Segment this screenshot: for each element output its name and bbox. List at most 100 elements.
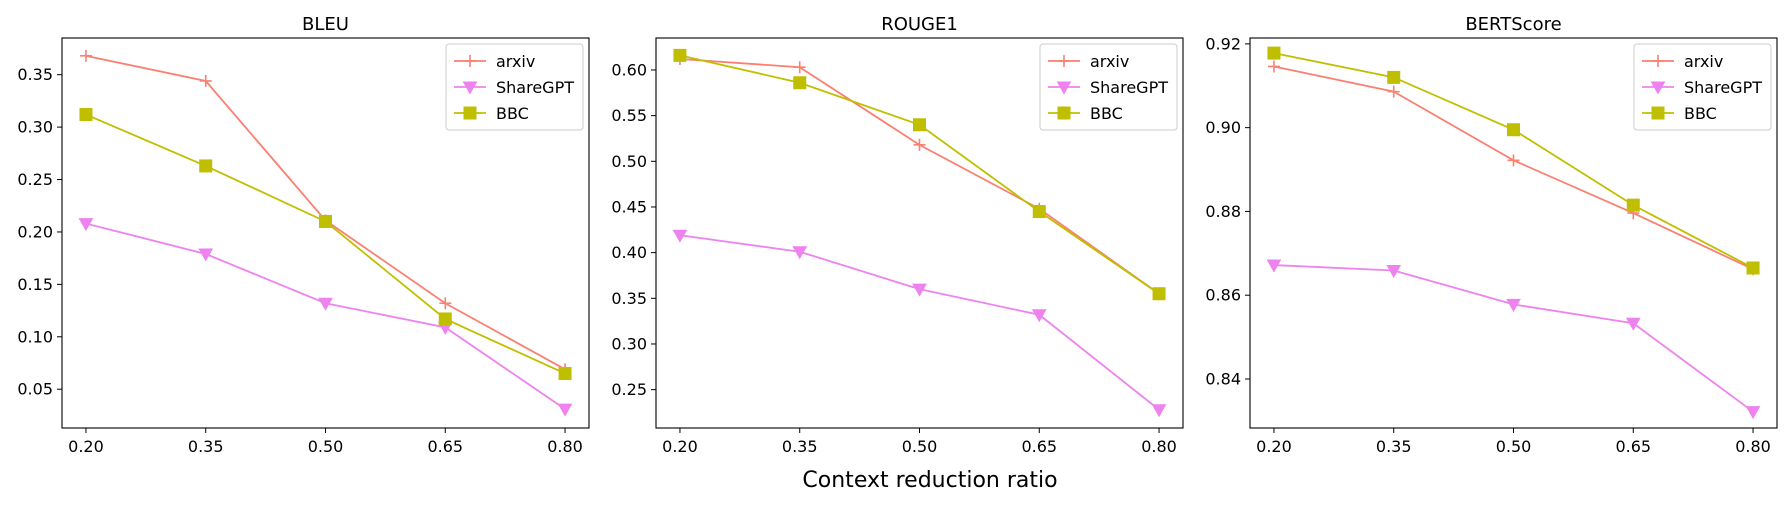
y-tick-label: 0.25 <box>611 380 647 399</box>
y-tick-label: 0.20 <box>17 222 53 241</box>
y-tick-label: 0.50 <box>611 152 647 171</box>
data-point-sharegpt <box>78 218 94 232</box>
x-tick-label: 0.80 <box>1735 437 1771 456</box>
legend-label-arxiv: arxiv <box>1090 52 1129 71</box>
data-point-bbc <box>79 108 93 122</box>
data-point-bbc <box>913 118 926 132</box>
legend: arxiv ShareGPT BBC <box>445 43 584 131</box>
x-tick-label: 0.50 <box>1496 437 1532 456</box>
x-tick-label: 0.35 <box>1376 437 1412 456</box>
legend-box <box>445 43 584 131</box>
legend-label-sharegpt: ShareGPT <box>1090 78 1168 97</box>
legend-swatch-marker <box>1056 81 1072 95</box>
legend: arxiv ShareGPT BBC <box>1039 43 1178 131</box>
data-point-bbc <box>199 159 213 173</box>
y-tick-label: 0.88 <box>1205 202 1241 221</box>
series-line-bbc <box>85 113 566 375</box>
y-tick-label: 0.10 <box>17 327 53 346</box>
legend-label-bbc: BBC <box>496 104 529 123</box>
y-tick-label: 0.60 <box>611 60 647 79</box>
chart-panel-1: BLEU 0.20 0.35 0.50 0.65 0.80 0.05 0.10 0.15 0.20… <box>17 14 590 456</box>
data-point-sharegpt <box>318 297 333 311</box>
data-point-bbc <box>438 312 452 326</box>
y-tick-label: 0.55 <box>611 106 647 125</box>
x-tick-label: 0.20 <box>1256 437 1292 456</box>
legend-label-bbc: BBC <box>1090 104 1123 123</box>
data-point-sharegpt <box>198 248 214 262</box>
legend-swatch-marker <box>462 81 478 95</box>
data-point-arxiv <box>1267 60 1280 73</box>
x-tick-label: 0.65 <box>1021 437 1057 456</box>
data-point-arxiv <box>439 297 452 310</box>
data-point-sharegpt <box>1386 264 1402 279</box>
data-point-sharegpt <box>1031 309 1047 323</box>
x-tick-label: 0.50 <box>308 437 344 456</box>
y-tick-label: 0.05 <box>17 380 53 399</box>
data-point-bbc <box>558 366 572 380</box>
data-point-sharegpt <box>557 403 573 417</box>
y-tick-label: 0.35 <box>611 289 647 308</box>
x-tick-label: 0.35 <box>782 437 818 456</box>
x-tick-label: 0.20 <box>68 437 104 456</box>
data-point-bbc <box>1387 70 1401 84</box>
legend-swatch-marker <box>464 55 476 67</box>
y-tick-label: 0.86 <box>1205 286 1241 305</box>
data-point-bbc <box>319 214 332 228</box>
x-tick-label: 0.65 <box>1615 437 1651 456</box>
series-line-sharegpt <box>85 222 566 410</box>
data-point-arxiv <box>1387 85 1400 98</box>
legend-label-sharegpt: ShareGPT <box>1684 78 1762 97</box>
chart-title: BLEU <box>302 14 349 35</box>
y-tick-label: 0.40 <box>611 243 647 262</box>
data-point-bbc <box>1267 46 1281 60</box>
chart-panel-3: BERTScore 0.20 0.35 0.50 0.65 0.80 0.84 0.86 0.8… <box>1205 14 1778 456</box>
data-point-sharegpt <box>1506 298 1521 312</box>
data-point-sharegpt <box>912 283 927 297</box>
legend-box <box>1039 43 1178 131</box>
shared-x-axis-label: Context reduction ratio <box>802 468 1057 493</box>
legend-label-arxiv: arxiv <box>1684 52 1723 71</box>
legend-label-sharegpt: ShareGPT <box>496 78 574 97</box>
legend-label-bbc: BBC <box>1684 104 1717 123</box>
data-point-arxiv <box>1507 154 1520 167</box>
y-tick-label: 0.92 <box>1205 34 1241 53</box>
legend-swatch-marker <box>1650 81 1666 95</box>
y-tick-label: 0.25 <box>17 170 53 189</box>
series-line-sharegpt <box>679 234 1160 411</box>
data-point-sharegpt <box>1266 259 1282 273</box>
data-point-arxiv <box>199 74 212 87</box>
legend-swatch-marker <box>1057 106 1071 120</box>
chart-title: BERTScore <box>1465 14 1561 35</box>
y-tick-label: 0.35 <box>17 65 53 84</box>
data-point-sharegpt <box>1625 317 1641 331</box>
x-tick-label: 0.35 <box>188 437 224 456</box>
data-point-sharegpt <box>1745 406 1761 420</box>
legend-swatch-marker <box>1651 106 1665 120</box>
x-tick-label: 0.80 <box>547 437 583 456</box>
y-tick-label: 0.84 <box>1205 369 1241 388</box>
y-tick-label: 0.15 <box>17 275 53 294</box>
y-tick-label: 0.30 <box>611 334 647 353</box>
data-point-bbc <box>793 76 807 90</box>
data-point-sharegpt <box>672 229 688 243</box>
x-tick-label: 0.20 <box>662 437 698 456</box>
y-tick-label: 0.90 <box>1205 118 1241 137</box>
x-tick-label: 0.50 <box>902 437 938 456</box>
series-line-sharegpt <box>1273 264 1754 413</box>
data-point-arxiv <box>79 49 92 62</box>
data-point-bbc <box>1507 123 1520 137</box>
data-point-bbc <box>1032 205 1046 219</box>
legend-swatch-marker <box>1652 55 1664 67</box>
legend-box <box>1633 43 1772 131</box>
data-point-sharegpt <box>792 246 808 260</box>
legend-label-arxiv: arxiv <box>496 52 535 71</box>
y-tick-label: 0.45 <box>611 197 647 216</box>
x-tick-label: 0.80 <box>1141 437 1177 456</box>
y-tick-label: 0.30 <box>17 118 53 137</box>
data-point-bbc <box>1626 198 1640 212</box>
chart-title: ROUGE1 <box>881 14 958 35</box>
data-point-sharegpt <box>1151 404 1167 418</box>
x-tick-label: 0.65 <box>427 437 463 456</box>
